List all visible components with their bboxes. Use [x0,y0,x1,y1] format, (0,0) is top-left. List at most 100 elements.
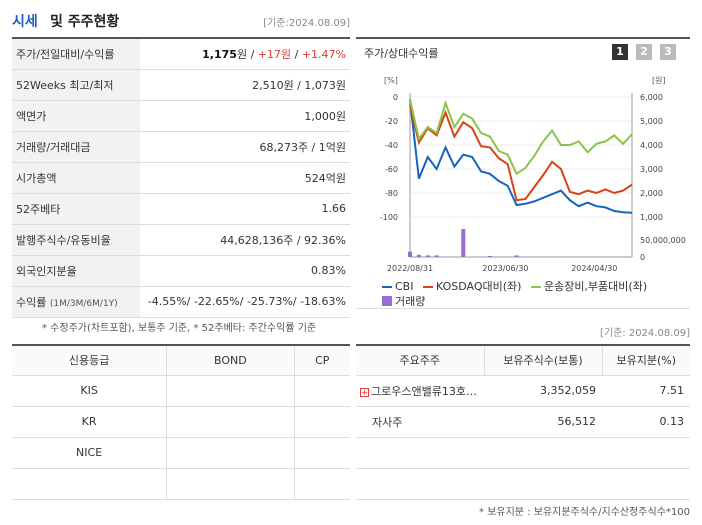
left-tick-label: -80 [385,189,398,198]
left-tick-label: -60 [385,165,398,174]
table-row [356,468,690,500]
row-value: 2,510원 / 1,073원 [140,69,350,101]
row-label: 주가/전일대비/수익률 [12,38,140,70]
credit-rating-table: 신용등급 BOND CP KIS KR NICE [12,344,350,500]
column-header: CP [294,345,350,376]
row-label: 외국인지분율 [12,255,140,287]
table-row: 수익률 (1M/3M/6M/1Y) -4.55%/ -22.65%/ -25.7… [12,286,350,318]
row-label: 발행주식수/유동비율 [12,224,140,256]
cp-cell [294,437,350,469]
price-cell: 1,175원 / +17원 / +1.47% [140,38,350,70]
price-change-pct: +1.47% [301,47,346,61]
row-label: 액면가 [12,100,140,132]
quote-table: 주가/전일대비/수익률 1,175원 / +17원 / +1.47% 52Wee… [12,37,350,318]
cp-cell [294,375,350,407]
holder-shares: 56,512 [484,406,602,438]
table-row: KIS [12,375,350,407]
row-label: 시가총액 [12,162,140,194]
legend-sector: 운송장비,부품대비(좌) [530,279,648,294]
x-tick-label: 2023/06/30 [482,264,528,273]
legend-swatch [382,296,392,306]
row-value: 1,000원 [140,100,350,132]
legend-volume: 거래량 [382,294,425,309]
section-subtitle: 및 주주현황 [50,14,120,30]
volume-bar [408,251,412,257]
table-row: KR [12,406,350,438]
price-change: +17원 [257,47,292,61]
separator: / [247,47,258,61]
volume-bar [425,255,430,257]
row-label: 거래량/거래대금 [12,131,140,163]
right-tick-label: 3,000 [640,165,663,174]
holder-name: 자사주 [356,406,484,438]
chart-page-1-button[interactable]: 1 [612,44,628,60]
left-tick-label: -20 [385,117,398,126]
agency-cell: NICE [12,437,168,469]
chart-legend: CBI KOSDAQ대비(좌) 운송장비,부품대비(좌) 거래량 [382,279,682,309]
right-tick-label: 6,000 [640,93,663,102]
volume-bar [487,255,492,257]
table-row [356,499,690,525]
section-title: 시세 [12,14,38,30]
table-row [356,437,690,469]
holder-shares [484,468,602,500]
right-tick-label: 1,000 [640,213,663,222]
agency-cell: KR [12,406,168,438]
left-tick-label: 0 [393,93,398,102]
legend-label: 거래량 [395,295,426,308]
volume-bar [416,254,421,257]
legend-label: CBI [395,280,414,293]
table-row: 발행주식수/유동비율 44,628,136주 / 92.36% [12,224,350,256]
row-value: 0.83% [140,255,350,287]
table-row [12,468,350,500]
chart-title: 주가/상대수익률 [364,47,439,60]
table-header-row: 신용등급 BOND CP [12,345,350,376]
base-date: [기준:2024.08.09] [263,18,350,29]
holder-shares [484,499,602,525]
legend-swatch [530,286,541,288]
legend-label: 운송장비,부품대비(좌) [543,280,648,293]
return-label: 수익률 [16,295,47,309]
return-values: -4.55%/ -22.65%/ -25.73%/ -18.63% [140,286,350,318]
volume-bar [434,255,439,257]
holder-pct: 0.13 [602,406,690,438]
table-row: 52Weeks 최고/최저 2,510원 / 1,073원 [12,69,350,101]
holder-pct [602,499,690,525]
quote-footnote: * 수정주가(차트포함), 보통주 기준, * 52주베타: 주간수익률 기준 [42,323,317,334]
return-periods: (1M/3M/6M/1Y) [49,298,118,309]
holder-name [356,499,484,525]
row-value: 1.66 [140,193,350,225]
chart-page-2-button[interactable]: 2 [636,44,652,60]
table-row: 주가/전일대비/수익률 1,175원 / +17원 / +1.47% [12,38,350,70]
holder-pct: 7.51 [602,375,690,407]
cp-cell [294,406,350,438]
left-tick-label: -100 [380,213,398,222]
table-row: 외국인지분율 0.83% [12,255,350,287]
expand-icon[interactable]: + [360,387,369,397]
x-tick-label: 2022/08/31 [387,264,433,273]
price-chart-panel: 주가/상대수익률 1 2 3 [%] [원] 0 -20 -40 -60 -80 -100 6,… [356,37,690,309]
legend-kosdaq: KOSDAQ대비(좌) [422,279,521,294]
legend-swatch [382,286,392,288]
holders-base-date: [기준: 2024.08.09] [599,328,690,339]
volume-bar [514,255,519,257]
bond-cell [166,437,295,469]
table-row: 시가총액 524억원 [12,162,350,194]
chart-page-3-button[interactable]: 3 [660,44,676,60]
price-unit: 원 [236,47,248,61]
volume-zero-label: 0 [640,253,645,262]
separator: / [291,47,302,61]
left-tick-label: -40 [385,141,398,150]
row-label: 52주베타 [12,193,140,225]
volume-bar [461,229,466,257]
bond-cell [166,375,295,407]
current-price: 1,175 [202,47,237,61]
agency-cell [12,468,168,500]
holder-name [356,468,484,500]
kosdaq-line [409,105,633,202]
row-value: 44,628,136주 / 92.36% [140,224,350,256]
right-tick-label: 4,000 [640,141,663,150]
table-row: + 그로우스앤밸류13호투… 3,352,059 7.51 [356,375,690,407]
x-tick-label: 2024/04/30 [571,264,617,273]
holder-name-cell: + 그로우스앤밸류13호투… [356,375,484,407]
